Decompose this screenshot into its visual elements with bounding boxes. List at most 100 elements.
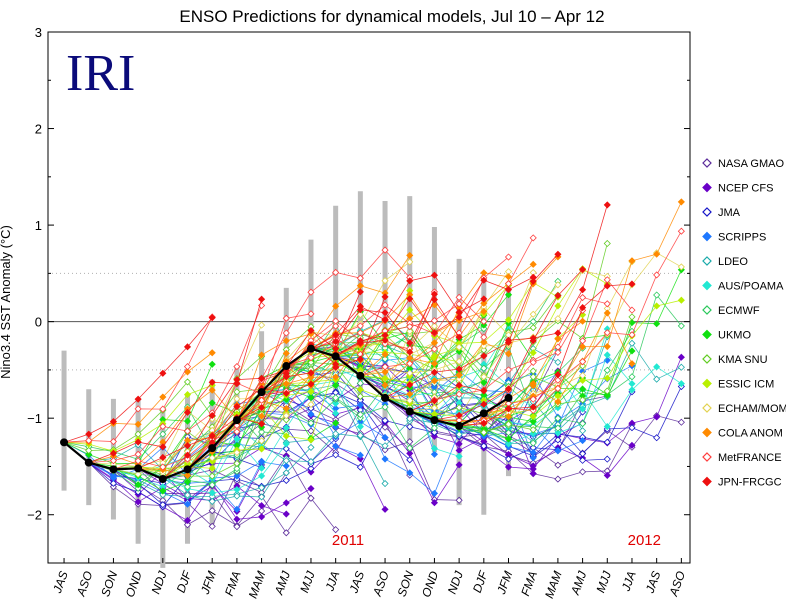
forecast-marker (307, 410, 315, 418)
forecast-marker (529, 439, 537, 447)
forecast-marker (677, 418, 685, 426)
legend-marker (702, 158, 712, 168)
year-labels: 2011 2012 (332, 532, 661, 549)
forecast-marker (529, 260, 537, 268)
forecast-marker (356, 451, 364, 459)
forecast-marker (603, 366, 611, 374)
forecast-marker (183, 451, 192, 459)
forecast-marker (504, 435, 513, 443)
forecast-marker (504, 413, 513, 421)
forecast-marker (183, 368, 192, 376)
forecast-marker (282, 499, 290, 507)
forecast-marker (603, 300, 611, 308)
forecast-marker (554, 461, 562, 469)
forecast-marker (554, 335, 562, 343)
forecast-marker (529, 337, 537, 345)
forecast-marker (258, 428, 266, 436)
forecast-marker (529, 234, 537, 242)
forecast-marker (406, 444, 414, 452)
forecast-marker (282, 462, 290, 470)
forecast-line (384, 256, 559, 399)
x-tick-label: NDJ (445, 568, 466, 596)
observed-point (208, 444, 217, 453)
forecast-marker (455, 461, 463, 469)
x-tick-label: ASO (73, 569, 95, 599)
x-tick-label: FMA (222, 569, 244, 598)
forecast-marker (406, 381, 414, 389)
forecast-marker (183, 500, 192, 508)
legend-label: MetFRANCE (718, 452, 782, 464)
forecast-marker (603, 309, 611, 317)
forecast-marker (381, 433, 389, 442)
legend-marker (702, 378, 712, 389)
forecast-marker (85, 436, 93, 445)
observed-point (356, 371, 365, 380)
observed-series (60, 344, 513, 484)
forecast-marker (406, 251, 414, 259)
forecast-marker (554, 414, 562, 422)
forecast-line (459, 316, 633, 433)
forecast-marker (134, 481, 142, 489)
forecast-marker (579, 456, 587, 464)
forecast-marker (381, 309, 389, 317)
observed-point (183, 465, 192, 474)
y-axis: 3 2 1 0 −1 −2 (27, 25, 690, 523)
forecast-marker (307, 458, 315, 466)
forecast-marker (159, 422, 167, 431)
forecast-marker (455, 381, 463, 389)
forecast-marker (208, 411, 216, 420)
forecast-marker (504, 336, 513, 344)
forecast-marker (406, 306, 414, 314)
x-tick-label: JFM (494, 569, 515, 597)
forecast-plume (455, 280, 636, 430)
forecast-marker (356, 355, 364, 363)
forecast-marker (554, 281, 562, 289)
forecast-marker (258, 374, 266, 382)
forecast-marker (677, 380, 685, 388)
forecast-marker (159, 453, 167, 462)
forecast-marker (258, 301, 266, 310)
forecast-marker (554, 436, 562, 444)
x-axis: JAS ASO SON OND NDJ DJF JFM FMA MAM AMJ MJJ JJA JAS A… (50, 558, 688, 600)
forecast-marker (159, 405, 167, 413)
forecast-marker (603, 351, 611, 359)
forecast-marker (183, 478, 192, 486)
forecast-plume (85, 295, 266, 467)
observed-point (257, 388, 266, 397)
x-tick-label: MJJ (593, 568, 614, 594)
forecast-marker (529, 469, 537, 478)
legend-marker (702, 305, 712, 315)
x-tick-label: AMJ (568, 568, 590, 597)
forecast-marker (134, 457, 142, 465)
forecast-marker (109, 437, 118, 446)
x-tick-label: JJA (322, 569, 342, 594)
forecast-marker (579, 337, 587, 345)
forecast-marker (183, 417, 192, 425)
forecast-marker (159, 463, 167, 471)
observed-point (455, 421, 464, 430)
forecast-marker (282, 329, 290, 337)
forecast-marker (332, 451, 340, 459)
legend-label: UKMO (718, 330, 751, 342)
legend-label: NASA GMAO (718, 158, 784, 170)
forecast-marker (332, 442, 340, 451)
plot-frame (47, 31, 691, 564)
legend-label: ECHAM/MOM (718, 403, 786, 415)
forecast-marker (258, 464, 266, 472)
forecast-marker (332, 423, 340, 431)
forecast-marker (480, 387, 488, 395)
legend-label: NCEP CFS (718, 183, 773, 195)
forecast-marker (282, 457, 290, 465)
forecast-marker (307, 464, 315, 473)
forecast-line (162, 344, 336, 480)
forecast-marker (183, 442, 192, 450)
forecast-marker (579, 437, 587, 445)
forecast-marker (603, 471, 611, 479)
forecast-marker (381, 331, 389, 339)
forecast-marker (233, 448, 241, 457)
legend-label: LDEO (718, 256, 748, 268)
forecast-marker (332, 317, 340, 325)
forecast-marker (233, 505, 241, 513)
forecast-marker (307, 369, 315, 377)
forecast-marker (282, 476, 290, 485)
